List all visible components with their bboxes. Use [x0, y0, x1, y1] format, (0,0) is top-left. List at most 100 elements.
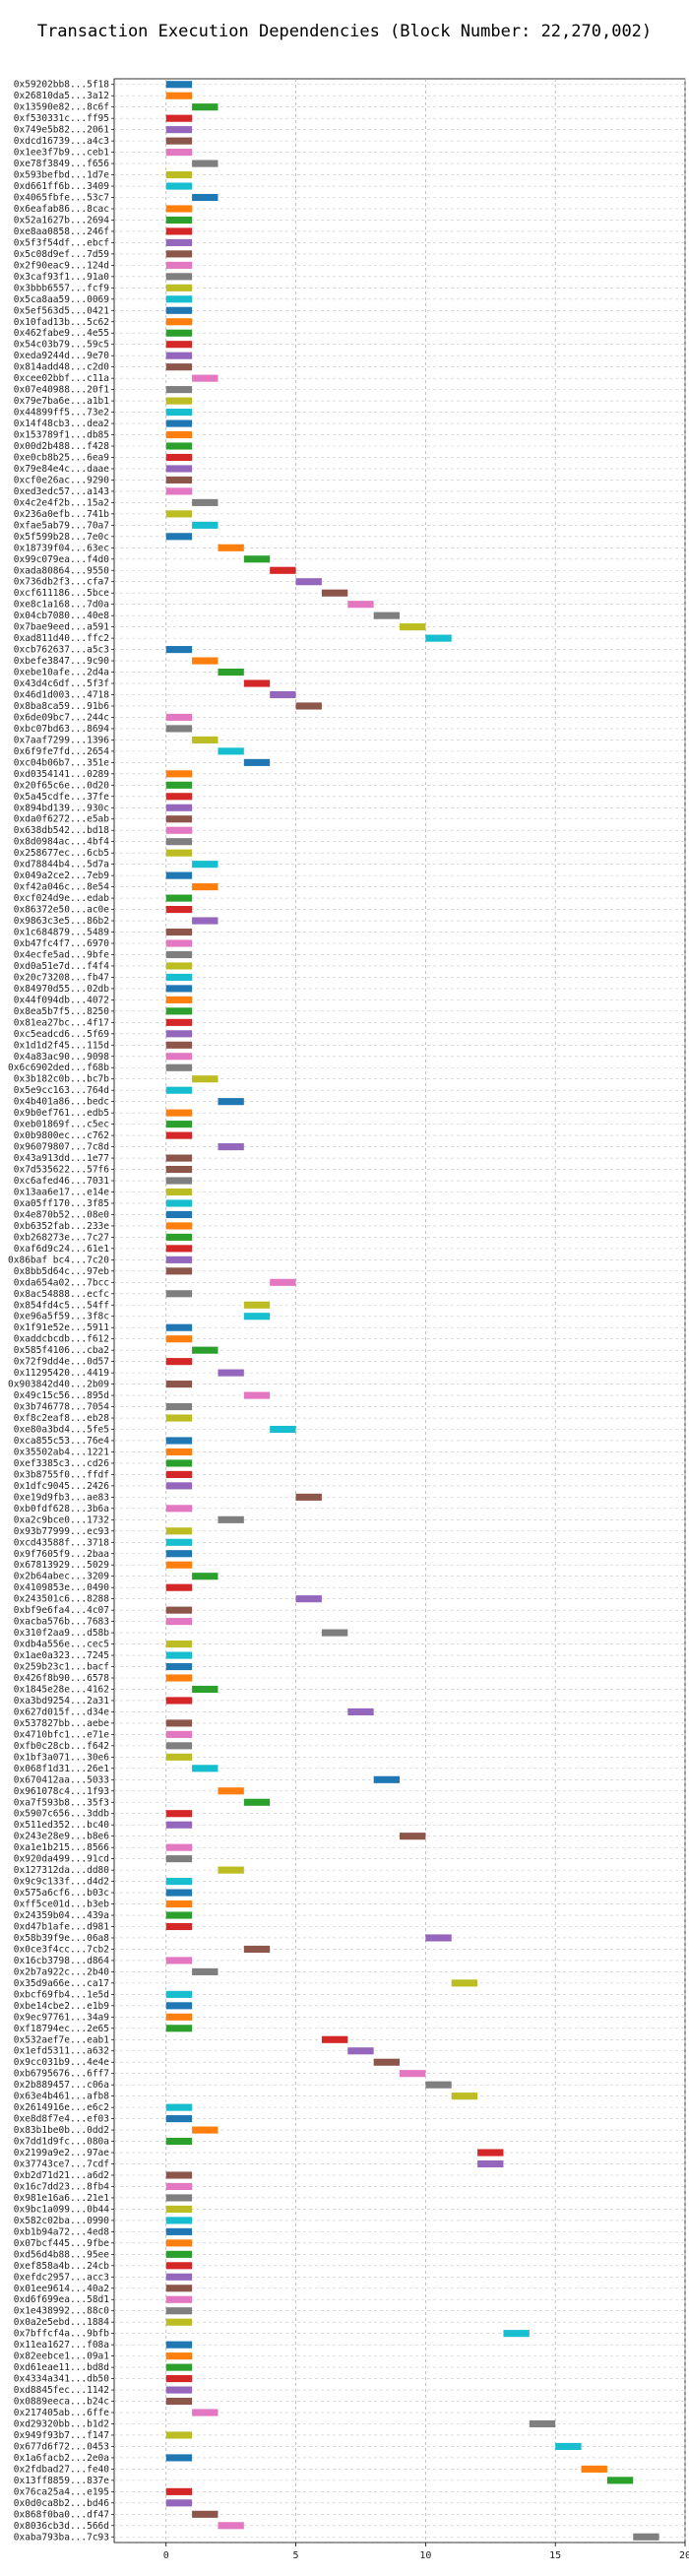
y-tick-label: 0x814add48...c2d0 [14, 362, 110, 373]
y-tick-label: 0x54c03b79...59c5 [14, 340, 109, 351]
dependency-bar [192, 861, 219, 869]
y-tick-label: 0xf18794ec...2e65 [14, 2024, 109, 2034]
dependency-bar [165, 1957, 193, 1964]
dependency-bar [192, 2510, 219, 2518]
dependency-bar [165, 2002, 193, 2010]
y-tick-label: 0xbc07bd63...8694 [14, 724, 110, 735]
dependency-bar [165, 1900, 193, 1908]
dependency-bar [165, 1821, 193, 1829]
dependency-bar [165, 442, 193, 450]
dependency-bar [165, 2273, 193, 2281]
y-tick-label: 0x11295420...4419 [14, 1368, 110, 1379]
y-tick-label: 0xd6f699ea...58d1 [14, 2294, 110, 2305]
y-tick-label: 0x9ec97761...34a9 [14, 2012, 110, 2023]
y-tick-label: 0x43a913dd...1e77 [14, 1153, 109, 1164]
y-tick-label: 0x0889eeca...b24c [14, 2397, 109, 2408]
dependency-bar [165, 906, 193, 914]
dependency-bar [270, 1278, 296, 1286]
dependency-bar [165, 985, 193, 993]
dependency-bar [165, 81, 193, 89]
y-tick-label: 0xca855c53...76e4 [14, 1436, 110, 1447]
y-tick-label: 0x37743ce7...7cdf [14, 2159, 109, 2170]
y-tick-label: 0x6f9fe7fd...2654 [14, 746, 110, 757]
y-tick-label: 0x49c15c56...895d [14, 1390, 109, 1401]
y-tick-label: 0xf42a046c...8e54 [14, 882, 110, 893]
dependency-bar [165, 1459, 193, 1467]
dependency-bar [165, 453, 193, 462]
y-tick-label: 0x258677ec...6cb5 [14, 848, 109, 859]
y-tick-label: 0x5ca8aa59...0069 [14, 294, 110, 305]
dependency-bar [165, 2499, 193, 2507]
y-tick-label: 0x243e28e9...b8e6 [14, 1832, 110, 1842]
y-tick-label: 0x981e16a6...21e1 [14, 2193, 110, 2204]
y-tick-label: 0x6eafab86...8cac [14, 204, 109, 215]
dependency-bar [192, 498, 219, 506]
y-tick-label: 0xda654a02...7bcc [14, 1277, 109, 1288]
dependency-bar [400, 1833, 426, 1840]
dependency-bar [165, 2250, 193, 2258]
y-tick-label: 0x72f9dd4e...0d57 [14, 1357, 109, 1368]
y-tick-label: 0x670412aa...5033 [14, 1774, 109, 1785]
dependency-bar [218, 1866, 244, 1874]
y-tick-label: 0x2b889457...c06a [14, 2080, 109, 2091]
dependency-bar [165, 1618, 193, 1626]
y-tick-label: 0xcb762637...a5c3 [14, 645, 109, 656]
dependency-bar [192, 2409, 219, 2416]
y-tick-label: 0x4109853e...0490 [14, 1582, 110, 1593]
dependency-bar [270, 566, 296, 574]
dependency-bar [165, 871, 193, 879]
chart-title: Transaction Execution Dependencies (Bloc… [36, 22, 653, 41]
y-tick-label: 0x9f7605f9...2baa [14, 1549, 109, 1560]
dependency-bar [165, 1470, 193, 1478]
dependency-bar [165, 1402, 193, 1411]
dependency-bar [165, 476, 193, 483]
y-tick-label: 0x677d6f72...0453 [14, 2441, 109, 2452]
y-tick-label: 0xada80864...9550 [14, 565, 110, 576]
dependency-bar [165, 1414, 193, 1422]
dependency-bar [373, 612, 400, 619]
y-tick-label: 0x20c73208...fb47 [14, 972, 109, 983]
dependency-bar [218, 747, 244, 755]
dependency-bar [165, 1358, 193, 1366]
dependency-bar [165, 1007, 193, 1015]
y-tick-label: 0xef858a4b...24cb [14, 2261, 110, 2272]
y-tick-label: 0x59202bb8...5f18 [14, 80, 110, 91]
dependency-bar [218, 544, 244, 551]
y-tick-label: 0x9863c3e5...86b2 [14, 916, 109, 927]
dependency-bar [165, 2171, 193, 2179]
y-tick-label: 0xf530331c...ff95 [14, 113, 109, 124]
y-tick-label: 0x84970d55...02db [14, 984, 110, 995]
dependency-bar [165, 363, 193, 371]
y-tick-label: 0x1845e28e...4162 [14, 1684, 109, 1695]
y-tick-label: 0xd29320bb...b1d2 [14, 2418, 109, 2429]
y-tick-label: 0x5f599b28...7e0c [14, 532, 109, 543]
y-tick-label: 0x894bd139...930c [14, 803, 109, 813]
dependency-bar [165, 2262, 193, 2270]
dependency-bar [165, 1199, 193, 1207]
y-tick-label: 0x82eebce1...09a1 [14, 2351, 110, 2362]
dependency-bar [165, 1245, 193, 1253]
dependency-bar [165, 838, 193, 846]
dependency-bar [165, 849, 193, 857]
y-tick-label: 0x13aa6e17...e14e [14, 1187, 110, 1197]
y-tick-label: 0x79e7ba6e...a1b1 [14, 396, 110, 407]
x-tick-label: 15 [549, 2550, 561, 2561]
y-tick-label: 0x8ea5b7f5...8250 [14, 1006, 110, 1017]
dependency-bar [243, 1798, 271, 1806]
dependency-bar [321, 589, 348, 597]
dependency-bar [165, 1505, 193, 1513]
y-tick-label: 0x7bffcf4a...9bfb [14, 2329, 110, 2340]
dependency-bar [192, 917, 219, 925]
dependency-bar [218, 1787, 244, 1795]
y-tick-label: 0xaddcbcdb...f612 [14, 1334, 109, 1345]
dependency-bar [165, 894, 193, 902]
y-tick-label: 0x04cb7080...40e8 [14, 611, 110, 621]
y-tick-label: 0x9bc1a099...0b44 [14, 2204, 110, 2215]
dependency-bar [243, 1945, 271, 1954]
dependency-bar [529, 2419, 556, 2428]
y-tick-label: 0x6c6902ded...f68b [8, 1063, 109, 1073]
y-tick-label: 0x9cc031b9...4e4e [14, 2057, 110, 2068]
dependency-bar [165, 182, 193, 190]
y-tick-label: 0xa05ff170...3f85 [14, 1198, 109, 1209]
